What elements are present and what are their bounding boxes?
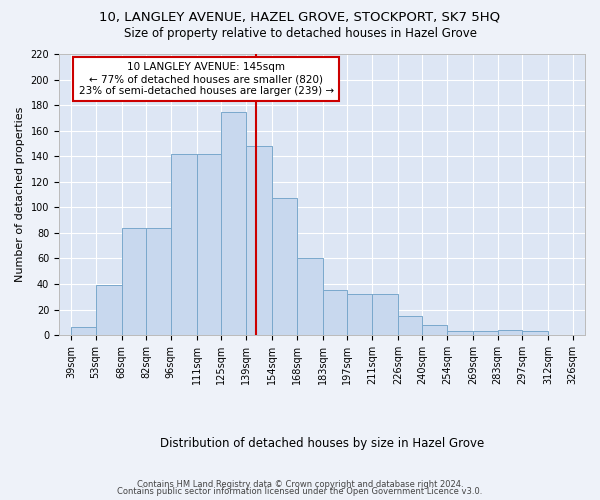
Bar <box>197 154 221 335</box>
Bar <box>122 228 146 335</box>
Bar <box>221 112 246 335</box>
Bar <box>71 328 95 335</box>
Bar <box>473 332 497 335</box>
Bar <box>422 325 447 335</box>
Bar <box>347 294 372 335</box>
Bar <box>272 198 296 335</box>
Bar <box>246 146 272 335</box>
Text: Size of property relative to detached houses in Hazel Grove: Size of property relative to detached ho… <box>124 28 476 40</box>
Bar <box>522 332 548 335</box>
Bar <box>447 332 473 335</box>
Bar <box>497 330 522 335</box>
Bar <box>296 258 323 335</box>
Bar <box>146 228 171 335</box>
Bar <box>95 286 122 335</box>
Bar <box>398 316 422 335</box>
Y-axis label: Number of detached properties: Number of detached properties <box>15 107 25 282</box>
Text: 10 LANGLEY AVENUE: 145sqm
← 77% of detached houses are smaller (820)
23% of semi: 10 LANGLEY AVENUE: 145sqm ← 77% of detac… <box>79 62 334 96</box>
Text: 10, LANGLEY AVENUE, HAZEL GROVE, STOCKPORT, SK7 5HQ: 10, LANGLEY AVENUE, HAZEL GROVE, STOCKPO… <box>100 10 500 23</box>
Bar <box>323 290 347 335</box>
Text: Contains public sector information licensed under the Open Government Licence v3: Contains public sector information licen… <box>118 487 482 496</box>
X-axis label: Distribution of detached houses by size in Hazel Grove: Distribution of detached houses by size … <box>160 437 484 450</box>
Text: Contains HM Land Registry data © Crown copyright and database right 2024.: Contains HM Land Registry data © Crown c… <box>137 480 463 489</box>
Bar <box>372 294 398 335</box>
Bar <box>171 154 197 335</box>
